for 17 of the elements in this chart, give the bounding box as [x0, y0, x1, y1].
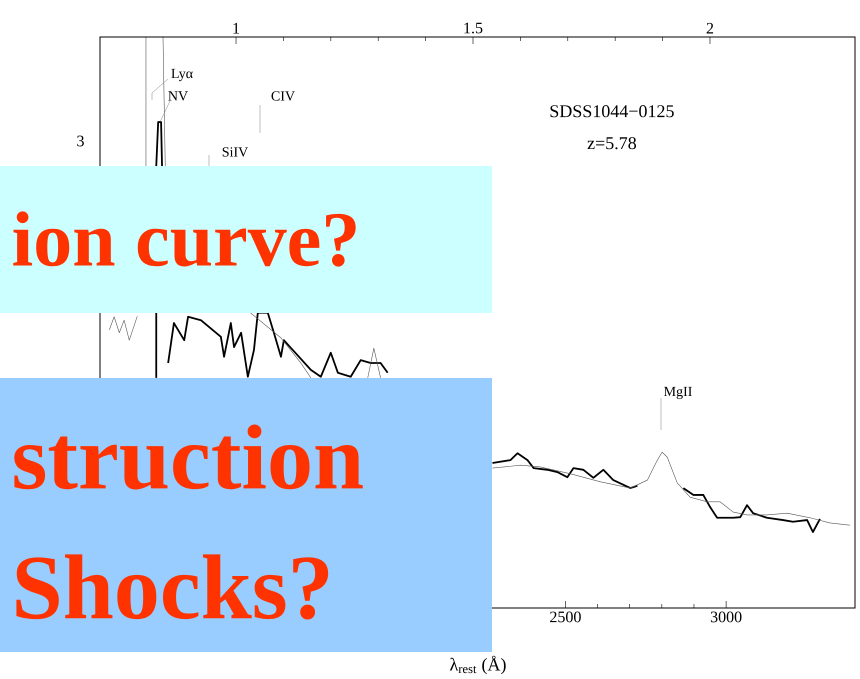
- annotation: Lyα: [171, 68, 193, 82]
- annotation: NV: [168, 91, 188, 101]
- x-tick-label: 3000: [710, 612, 742, 622]
- text: z=5.78: [588, 137, 636, 150]
- x2-tick-label: 1.5: [464, 22, 482, 34]
- annotation: MgII: [664, 386, 692, 400]
- annotation: struction: [14, 424, 363, 490]
- x2-tick-label: 1: [233, 22, 240, 34]
- text: 3: [77, 136, 84, 146]
- x2-tick-label: 2: [706, 22, 714, 34]
- x-tick-label: 2500: [550, 612, 581, 622]
- annotation: SiIV: [222, 147, 248, 157]
- text: SDSS1044−0125: [550, 105, 674, 118]
- annotation: CIV: [272, 91, 295, 101]
- annotation: Shocks?: [16, 554, 328, 620]
- x-axis-title: λ$_{rest}$ (Å): [450, 656, 506, 674]
- annotation: ion curve?: [13, 211, 356, 267]
